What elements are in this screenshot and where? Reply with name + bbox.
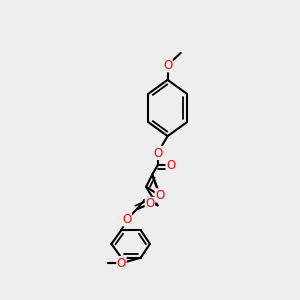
Text: O: O — [122, 213, 131, 226]
Text: O: O — [163, 59, 172, 72]
Text: O: O — [117, 257, 126, 270]
Text: O: O — [153, 146, 162, 160]
Text: O: O — [155, 189, 164, 202]
Text: O: O — [166, 159, 175, 172]
Text: O: O — [145, 197, 154, 210]
